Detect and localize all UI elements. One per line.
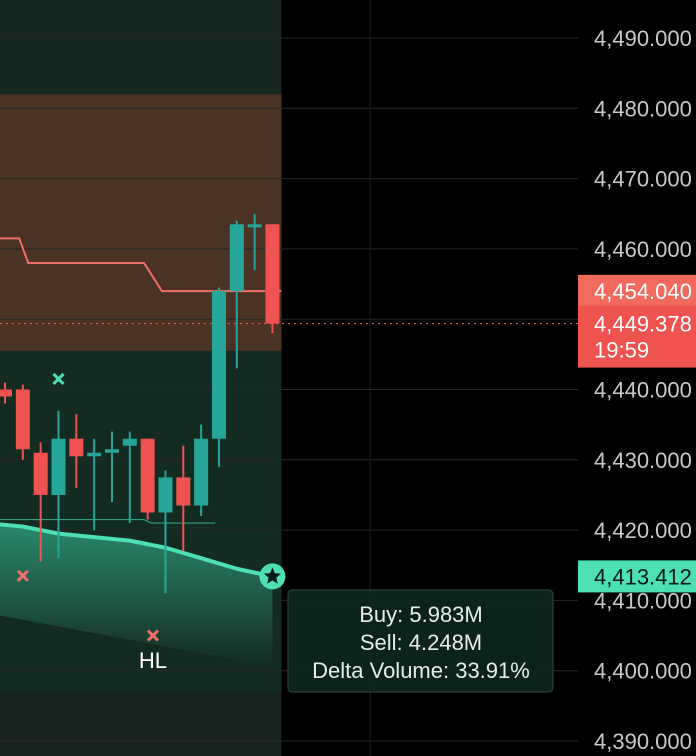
- tooltip-box: [287, 589, 554, 693]
- tooltip-buy: Buy: 5.983M: [359, 602, 483, 627]
- candle-bullish[interactable]: [247, 213, 262, 270]
- star-marker: [259, 563, 286, 590]
- candle-body: [176, 477, 191, 506]
- candle-body: [15, 389, 30, 450]
- ema-line: [0, 522, 275, 579]
- candle-body: [122, 438, 137, 446]
- signal-markers: HL: [16, 372, 286, 673]
- y-tick-label: 4,410.000: [594, 588, 692, 613]
- price-axis-bg: [578, 0, 696, 756]
- candle-bullish[interactable]: [194, 424, 209, 517]
- cross-stroke: [146, 629, 160, 642]
- current-price-badge: [578, 305, 696, 368]
- y-tick-label: 4,490.000: [594, 26, 692, 51]
- candle-body: [87, 452, 102, 457]
- candle-bearish[interactable]: [265, 224, 280, 334]
- cross-marker: [16, 569, 29, 582]
- resistance-line: [0, 237, 282, 293]
- y-tick-label: 4,420.000: [594, 518, 692, 543]
- y-tick-label: 4,390.000: [594, 729, 692, 754]
- y-tick-label: 4,470.000: [594, 167, 692, 192]
- countdown-text: 19:59: [594, 338, 649, 363]
- candle-body: [211, 291, 226, 439]
- tooltip-delta-volume: Delta Volume: 33.91%: [312, 658, 530, 683]
- cross-marker: [52, 372, 65, 386]
- current-price-text: 4,449.378: [594, 312, 692, 337]
- level-price-text: 4,454.040: [594, 279, 692, 304]
- candle-bullish[interactable]: [104, 431, 119, 502]
- candle-body: [33, 452, 48, 495]
- candle-bullish[interactable]: [229, 220, 244, 369]
- candle-body: [194, 438, 209, 506]
- tooltip-sell: Sell: 4.248M: [360, 630, 482, 655]
- star-icon: [263, 567, 281, 584]
- candle-bearish[interactable]: [69, 414, 84, 488]
- y-tick-label: 4,460.000: [594, 237, 692, 262]
- candle-bearish[interactable]: [15, 384, 30, 460]
- candlesticks[interactable]: [0, 213, 280, 594]
- ema-price-badge: [578, 560, 696, 593]
- candle-bearish[interactable]: [33, 442, 48, 562]
- volume-tooltip: Buy: 5.983M Sell: 4.248M Delta Volume: 3…: [287, 589, 554, 693]
- candle-body: [0, 389, 12, 397]
- candle-body: [104, 449, 119, 453]
- cross-marker: [146, 629, 160, 642]
- candle-bullish[interactable]: [122, 431, 137, 524]
- candle-body: [247, 224, 262, 228]
- candle-bearish[interactable]: [176, 445, 191, 552]
- candle-bullish[interactable]: [87, 438, 102, 531]
- indicator-lines: [0, 237, 696, 667]
- ema-price-text: 4,413.412: [594, 564, 692, 589]
- candle-body: [265, 224, 280, 324]
- candle-bullish[interactable]: [211, 287, 226, 467]
- chart-background: [0, 0, 282, 756]
- y-tick-label: 4,440.000: [594, 378, 692, 403]
- y-tick-label: 4,430.000: [594, 448, 692, 473]
- price-axis[interactable]: 4,490.000 4,480.000 4,470.000 4,460.000 4,45…: [578, 0, 696, 756]
- candle-bullish[interactable]: [158, 470, 173, 594]
- cross-stroke: [16, 569, 29, 582]
- candle-body: [158, 477, 173, 513]
- candle-bullish[interactable]: [51, 410, 66, 559]
- cross-stroke: [52, 372, 65, 386]
- candle-body: [51, 438, 66, 495]
- candle-body: [140, 438, 155, 513]
- candle-bearish[interactable]: [140, 438, 155, 520]
- resistance-zone: [0, 94, 282, 351]
- candle-body: [229, 224, 244, 292]
- level-price-badge: [578, 274, 696, 307]
- y-tick-label: 4,400.000: [594, 659, 692, 684]
- annotation-label: HL: [139, 648, 167, 673]
- zone-lower-band: [0, 691, 282, 756]
- candle-body: [69, 438, 84, 457]
- y-tick-label: 4,480.000: [594, 96, 692, 121]
- candle-bearish[interactable]: [0, 382, 12, 404]
- zone-upper-band: [0, 0, 282, 95]
